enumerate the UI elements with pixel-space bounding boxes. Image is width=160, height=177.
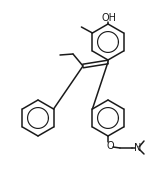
- Text: O: O: [106, 141, 114, 151]
- Text: OH: OH: [101, 13, 116, 23]
- Text: N: N: [134, 143, 142, 153]
